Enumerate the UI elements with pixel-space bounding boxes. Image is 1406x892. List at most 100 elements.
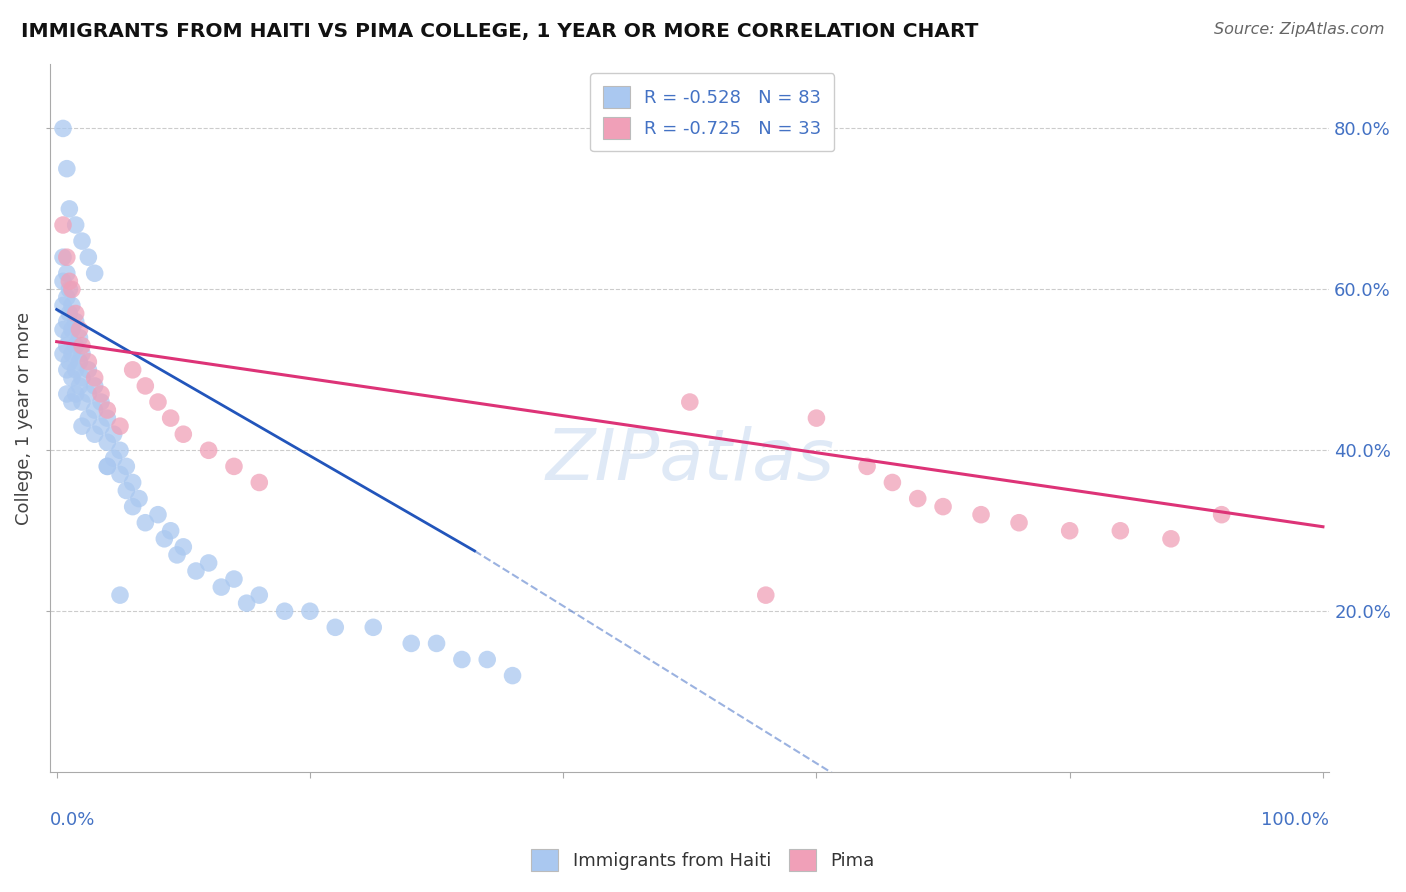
Point	[60, 371, 83, 385]
Point	[58, 355, 80, 369]
Point	[108, 467, 131, 482]
Point	[96, 459, 118, 474]
Point	[121, 475, 143, 490]
Point	[69, 379, 91, 393]
Point	[103, 427, 125, 442]
Point	[60, 395, 83, 409]
Point	[222, 459, 245, 474]
Point	[83, 379, 105, 393]
Point	[172, 427, 194, 442]
Point	[451, 652, 474, 666]
Point	[153, 532, 176, 546]
Point	[70, 419, 93, 434]
Point	[1109, 524, 1132, 538]
Point	[52, 298, 75, 312]
Point	[146, 508, 169, 522]
Point	[83, 266, 105, 280]
Point	[96, 459, 118, 474]
Point	[247, 475, 270, 490]
Point	[146, 395, 169, 409]
Point	[907, 491, 929, 506]
Point	[1160, 532, 1182, 546]
Point	[60, 323, 83, 337]
Point	[56, 314, 79, 328]
Point	[115, 483, 138, 498]
Point	[52, 121, 75, 136]
Point	[477, 652, 499, 666]
Point	[134, 516, 156, 530]
Point	[197, 443, 219, 458]
Point	[58, 282, 80, 296]
Point	[58, 331, 80, 345]
Point	[90, 395, 112, 409]
Point	[184, 564, 207, 578]
Point	[108, 419, 131, 434]
Point	[197, 556, 219, 570]
Point	[932, 500, 955, 514]
Point	[172, 540, 194, 554]
Point	[96, 435, 118, 450]
Point	[209, 580, 232, 594]
Point	[96, 403, 118, 417]
Point	[90, 387, 112, 401]
Point	[83, 403, 105, 417]
Point	[108, 588, 131, 602]
Point	[134, 379, 156, 393]
Point	[52, 274, 75, 288]
Point	[60, 282, 83, 296]
Point	[83, 371, 105, 385]
Text: 0.0%: 0.0%	[51, 811, 96, 829]
Y-axis label: College, 1 year or more: College, 1 year or more	[15, 311, 32, 524]
Point	[69, 331, 91, 345]
Point	[323, 620, 346, 634]
Point	[65, 339, 87, 353]
Point	[103, 451, 125, 466]
Point	[77, 355, 100, 369]
Point	[96, 411, 118, 425]
Point	[115, 459, 138, 474]
Point	[69, 355, 91, 369]
Point	[1008, 516, 1031, 530]
Point	[679, 395, 702, 409]
Point	[69, 323, 91, 337]
Point	[361, 620, 384, 634]
Legend: R = -0.528   N = 83, R = -0.725   N = 33: R = -0.528 N = 83, R = -0.725 N = 33	[591, 73, 834, 152]
Point	[58, 306, 80, 320]
Point	[502, 668, 524, 682]
Point	[52, 323, 75, 337]
Point	[58, 202, 80, 216]
Point	[755, 588, 778, 602]
Point	[108, 443, 131, 458]
Point	[58, 274, 80, 288]
Point	[856, 459, 879, 474]
Point	[52, 218, 75, 232]
Point	[77, 363, 100, 377]
Point	[273, 604, 295, 618]
Text: 100.0%: 100.0%	[1261, 811, 1329, 829]
Point	[121, 500, 143, 514]
Point	[52, 250, 75, 264]
Point	[65, 306, 87, 320]
Text: ZIPatlas: ZIPatlas	[546, 426, 834, 495]
Point	[65, 314, 87, 328]
Point	[159, 524, 181, 538]
Point	[77, 250, 100, 264]
Point	[60, 298, 83, 312]
Point	[1211, 508, 1233, 522]
Point	[128, 491, 150, 506]
Text: IMMIGRANTS FROM HAITI VS PIMA COLLEGE, 1 YEAR OR MORE CORRELATION CHART: IMMIGRANTS FROM HAITI VS PIMA COLLEGE, 1…	[21, 22, 979, 41]
Point	[56, 339, 79, 353]
Point	[70, 371, 93, 385]
Point	[399, 636, 422, 650]
Point	[1059, 524, 1081, 538]
Point	[70, 234, 93, 248]
Point	[222, 572, 245, 586]
Point	[235, 596, 257, 610]
Point	[56, 363, 79, 377]
Point	[806, 411, 828, 425]
Point	[247, 588, 270, 602]
Point	[60, 347, 83, 361]
Point	[77, 387, 100, 401]
Point	[159, 411, 181, 425]
Point	[121, 363, 143, 377]
